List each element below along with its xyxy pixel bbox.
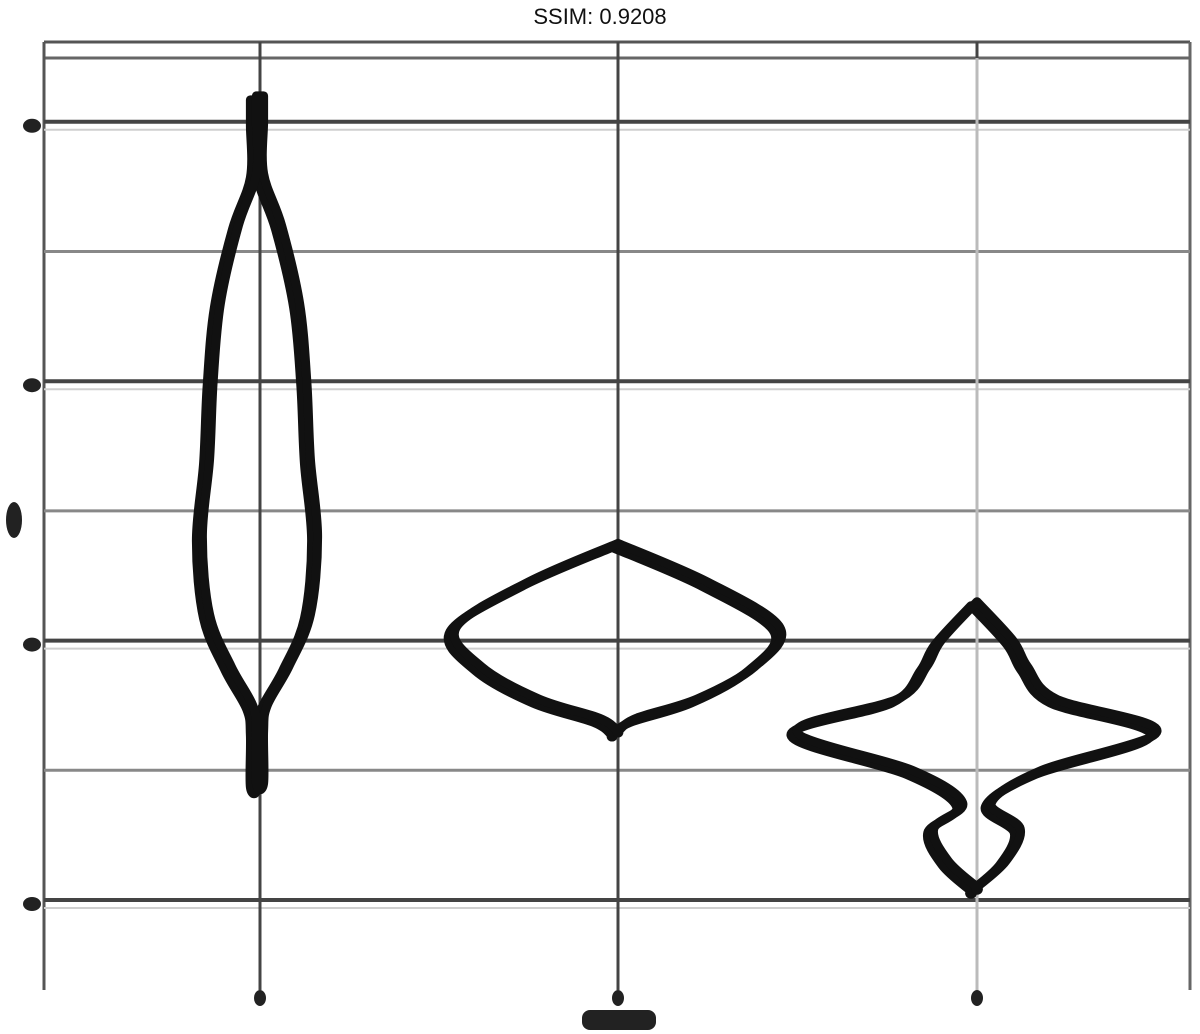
tick-layer [6, 118, 983, 1030]
x-tick-mark [254, 990, 266, 1006]
violin-shape [792, 597, 1162, 895]
violin-shape [197, 91, 323, 795]
x-tick-mark [612, 990, 624, 1006]
grid-layer [42, 40, 1192, 990]
y-tick-mark [23, 637, 41, 652]
y-tick-mark [23, 378, 41, 393]
y-tick-mark [23, 897, 41, 911]
violin-shape-shadow [191, 95, 317, 799]
y-tick-mark [23, 118, 41, 133]
y-axis-label-mark [6, 502, 22, 538]
chart-title: SSIM: 0.9208 [533, 4, 667, 29]
violin-layer [191, 91, 1162, 899]
x-axis-label-mark [582, 1010, 656, 1030]
violin-shape [449, 538, 787, 738]
x-tick-mark [971, 990, 983, 1006]
